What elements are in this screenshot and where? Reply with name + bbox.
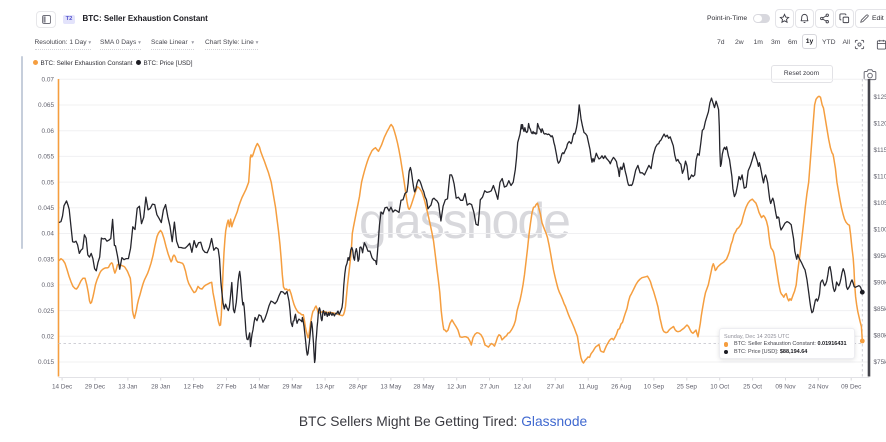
- svg-text:0.015: 0.015: [38, 359, 54, 366]
- svg-text:25 Sep: 25 Sep: [677, 384, 698, 391]
- svg-text:10 Sep: 10 Sep: [644, 384, 665, 391]
- svg-text:14 Dec: 14 Dec: [52, 384, 73, 391]
- svg-text:$105k: $105k: [874, 200, 886, 207]
- svg-text:0.055: 0.055: [38, 154, 54, 161]
- svg-text:29 Dec: 29 Dec: [85, 384, 106, 391]
- svg-text:12 Jun: 12 Jun: [447, 384, 467, 391]
- svg-text:$95k: $95k: [874, 253, 886, 260]
- svg-text:$120k: $120k: [874, 121, 886, 128]
- svg-text:$110k: $110k: [874, 174, 886, 181]
- svg-text:13 Apr: 13 Apr: [316, 384, 335, 391]
- svg-text:29 Mar: 29 Mar: [282, 384, 303, 391]
- svg-text:0.04: 0.04: [42, 231, 55, 238]
- svg-text:12 Jul: 12 Jul: [514, 384, 531, 391]
- svg-text:$100k: $100k: [874, 227, 886, 234]
- svg-text:13 May: 13 May: [380, 384, 402, 391]
- svg-text:$90k: $90k: [874, 280, 886, 287]
- svg-text:$125k: $125k: [874, 94, 886, 101]
- svg-text:0.035: 0.035: [38, 256, 54, 263]
- svg-text:27 Jun: 27 Jun: [480, 384, 500, 391]
- svg-text:0.05: 0.05: [42, 179, 55, 186]
- svg-text:13 Jan: 13 Jan: [118, 384, 138, 391]
- svg-text:25 Oct: 25 Oct: [743, 384, 762, 391]
- svg-text:$80k: $80k: [874, 333, 886, 340]
- svg-text:0.06: 0.06: [42, 128, 55, 135]
- svg-text:10 Oct: 10 Oct: [710, 384, 729, 391]
- svg-text:12 Feb: 12 Feb: [184, 384, 204, 391]
- svg-text:0.07: 0.07: [42, 77, 55, 84]
- svg-text:28 Apr: 28 Apr: [349, 384, 368, 391]
- svg-text:27 Jul: 27 Jul: [547, 384, 564, 391]
- svg-text:$85k: $85k: [874, 306, 886, 313]
- svg-text:26 Aug: 26 Aug: [611, 384, 631, 391]
- svg-text:27 Feb: 27 Feb: [217, 384, 237, 391]
- svg-text:11 Aug: 11 Aug: [578, 384, 598, 391]
- svg-text:09 Dec: 09 Dec: [841, 384, 862, 391]
- svg-text:28 Jan: 28 Jan: [151, 384, 171, 391]
- svg-text:0.02: 0.02: [42, 334, 55, 341]
- svg-text:09 Nov: 09 Nov: [775, 384, 796, 391]
- svg-text:24 Nov: 24 Nov: [808, 384, 829, 391]
- svg-text:14 Mar: 14 Mar: [249, 384, 270, 391]
- svg-text:0.03: 0.03: [42, 282, 55, 289]
- svg-text:glassnode: glassnode: [359, 193, 569, 249]
- svg-text:0.025: 0.025: [38, 308, 54, 315]
- svg-text:$115k: $115k: [874, 147, 886, 154]
- svg-text:$75k: $75k: [874, 359, 886, 366]
- svg-text:0.045: 0.045: [38, 205, 54, 212]
- svg-text:28 May: 28 May: [413, 384, 435, 391]
- svg-text:0.065: 0.065: [38, 102, 54, 109]
